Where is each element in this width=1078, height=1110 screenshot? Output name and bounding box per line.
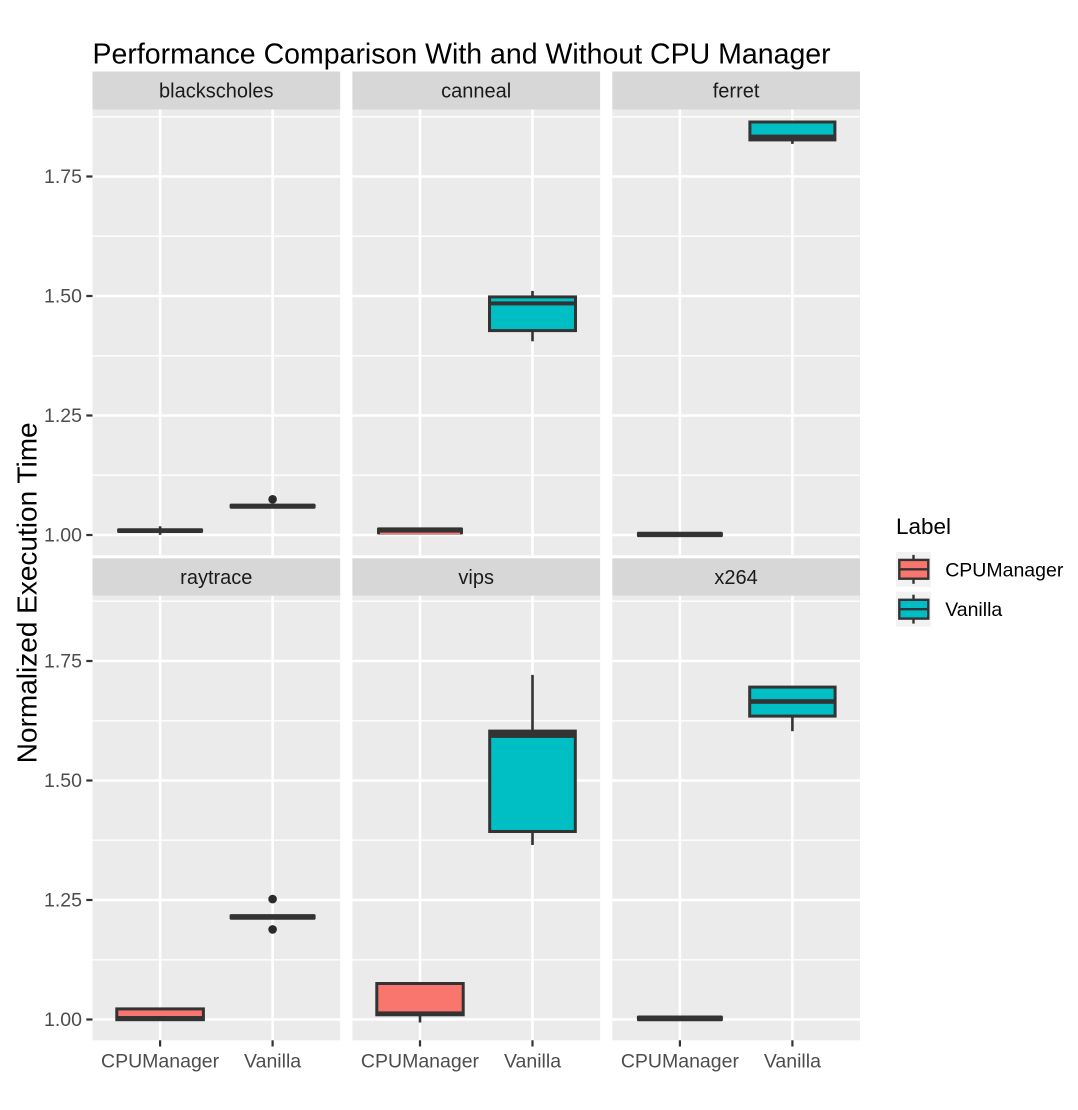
svg-text:1.50: 1.50: [44, 286, 82, 308]
svg-text:x264: x264: [714, 567, 757, 589]
svg-text:1.00: 1.00: [44, 1009, 82, 1031]
svg-text:1.75: 1.75: [44, 166, 82, 188]
svg-text:1.75: 1.75: [44, 651, 82, 673]
svg-text:ferret: ferret: [713, 81, 760, 103]
svg-text:CPUManager: CPUManager: [621, 1051, 740, 1073]
svg-text:CPUManager: CPUManager: [945, 559, 1064, 581]
svg-text:Normalized Execution Time: Normalized Execution Time: [12, 422, 43, 763]
svg-text:blackscholes: blackscholes: [159, 81, 274, 103]
svg-text:1.25: 1.25: [44, 405, 82, 427]
svg-text:canneal: canneal: [441, 81, 511, 103]
svg-text:1.25: 1.25: [44, 890, 82, 912]
svg-text:Vanilla: Vanilla: [504, 1051, 561, 1073]
svg-text:raytrace: raytrace: [180, 567, 252, 589]
svg-text:1.00: 1.00: [44, 525, 82, 547]
svg-text:Vanilla: Vanilla: [244, 1051, 301, 1073]
svg-text:1.50: 1.50: [44, 770, 82, 792]
svg-text:CPUManager: CPUManager: [361, 1051, 480, 1073]
svg-text:Vanilla: Vanilla: [945, 599, 1002, 621]
svg-text:CPUManager: CPUManager: [101, 1051, 220, 1073]
svg-text:Performance Comparison With an: Performance Comparison With and Without …: [93, 39, 832, 71]
svg-text:Vanilla: Vanilla: [764, 1051, 821, 1073]
svg-text:Label: Label: [896, 514, 951, 539]
svg-text:vips: vips: [458, 567, 494, 589]
